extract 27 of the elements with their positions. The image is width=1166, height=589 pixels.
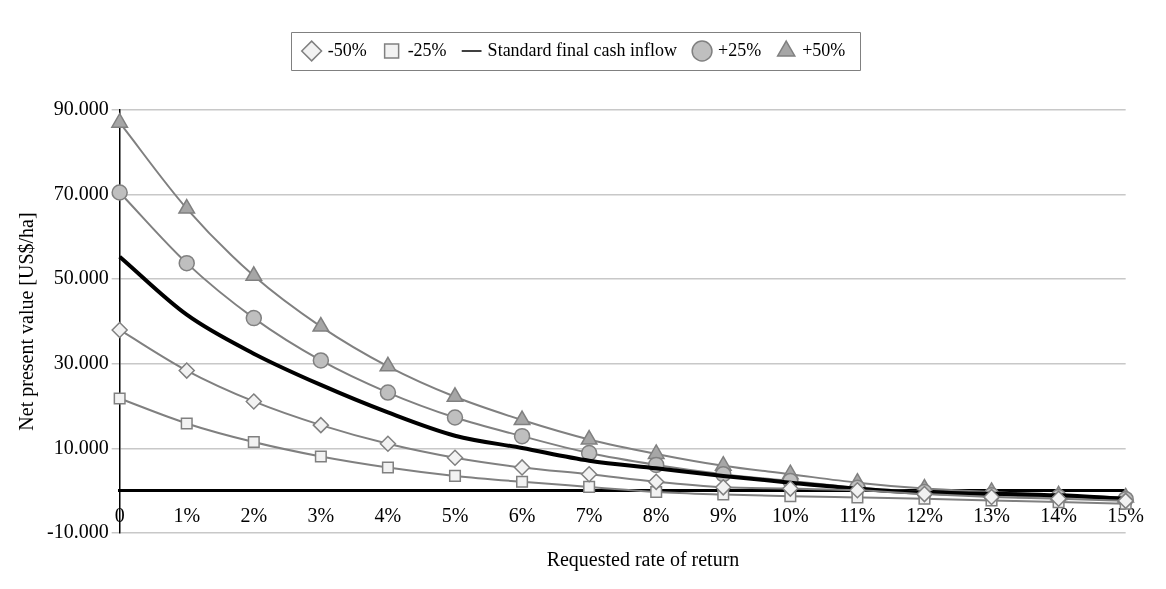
y-axis-title: Net present value [US$/ha]	[15, 212, 39, 431]
legend-label: +50%	[802, 39, 846, 60]
y-tick-label: -10.000	[46, 520, 109, 543]
x-tick-label: 10%	[772, 503, 809, 526]
x-tick-label: 7%	[575, 503, 603, 526]
x-tick-label: 2%	[240, 503, 268, 526]
y-tick-label: 70.000	[53, 181, 109, 204]
x-tick-label: 12%	[906, 503, 943, 526]
y-tick-label: 50.000	[53, 266, 109, 289]
x-tick-label: 8%	[642, 503, 670, 526]
legend-label: +25%	[718, 39, 762, 60]
legend-label: Standard final cash inflow	[487, 39, 678, 60]
x-tick-label: 4%	[374, 503, 402, 526]
y-tick-label: 30.000	[53, 351, 109, 374]
x-tick-label: 5%	[441, 503, 469, 526]
x-tick-label: 14%	[1040, 503, 1077, 526]
x-tick-label: 3%	[307, 503, 335, 526]
x-axis-title: Requested rate of return	[545, 548, 741, 571]
x-tick-label: 9%	[709, 503, 737, 526]
x-tick-label: 6%	[508, 503, 536, 526]
legend-label: -25%	[407, 39, 447, 60]
y-tick-label: 10.000	[53, 435, 109, 458]
y-tick-label: 90.000	[53, 97, 109, 120]
x-tick-label: 11%	[839, 503, 876, 526]
x-tick-label: 13%	[973, 503, 1010, 526]
legend-label: -50%	[327, 39, 367, 60]
x-tick-label: 1%	[173, 503, 201, 526]
